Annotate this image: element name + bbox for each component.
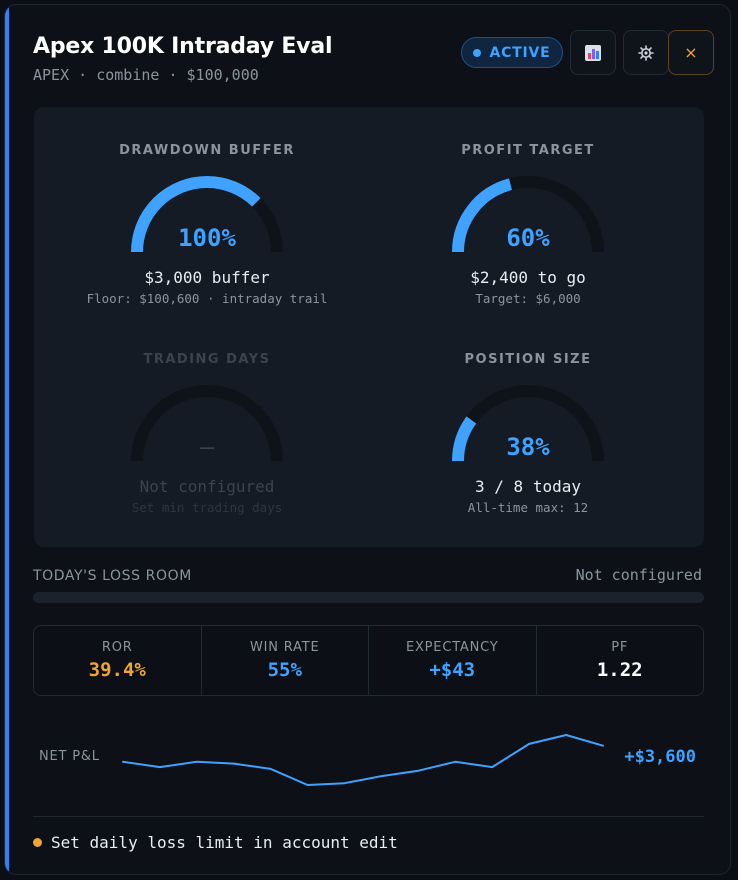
gauge-drawdown-buffer: DRAWDOWN BUFFER 100% $3,000 buffer Floor… bbox=[57, 143, 357, 306]
stat-win-rate: WIN RATE 55% bbox=[202, 626, 369, 695]
gauge-position-size: POSITION SIZE 38% 3 / 8 today All-time m… bbox=[378, 352, 678, 515]
gauge-fill bbox=[452, 176, 604, 253]
status-dot-icon bbox=[473, 48, 482, 57]
gauge-main-text: $2,400 to go bbox=[470, 268, 586, 287]
account-card: Apex 100K Intraday Eval APEX · combine ·… bbox=[4, 4, 731, 875]
close-icon: × bbox=[684, 43, 698, 62]
stat-label: EXPECTANCY bbox=[405, 640, 499, 655]
accent-bar bbox=[5, 5, 9, 874]
status-badge: ACTIVE bbox=[461, 37, 563, 68]
pnl-line bbox=[122, 734, 604, 786]
gauge-percent: – bbox=[199, 433, 215, 461]
gauge-arc bbox=[131, 385, 283, 462]
gear-icon bbox=[638, 44, 654, 61]
stats-row: ROR 39.4% WIN RATE 55% EXPECTANCY +$43 P… bbox=[33, 625, 704, 696]
gauge-sub-text: Target: $6,000 bbox=[475, 291, 581, 306]
net-pnl-value: +$3,600 bbox=[624, 747, 696, 767]
stat-expectancy: EXPECTANCY +$43 bbox=[369, 626, 537, 695]
status-badge-label: ACTIVE bbox=[489, 44, 551, 61]
bar-chart-icon bbox=[585, 44, 601, 61]
chart-button[interactable] bbox=[570, 30, 616, 75]
net-pnl-sparkline bbox=[122, 734, 604, 786]
gauge-sub-text: Set min trading days bbox=[131, 500, 283, 515]
stat-value: 55% bbox=[267, 659, 302, 681]
gauge-percent: 60% bbox=[506, 224, 550, 252]
hint-row: Set daily loss limit in account edit bbox=[33, 833, 398, 852]
stat-profit-factor: PF 1.22 bbox=[537, 626, 704, 695]
gauge-main-text: Not configured bbox=[139, 477, 275, 496]
divider bbox=[33, 816, 704, 817]
gauge-arc bbox=[452, 176, 604, 253]
account-subtitle: APEX · combine · $100,000 bbox=[33, 66, 259, 84]
loss-room-label: TODAY'S LOSS ROOM bbox=[33, 568, 192, 584]
gauge-percent: 100% bbox=[178, 224, 236, 252]
stat-value: 39.4% bbox=[88, 659, 146, 681]
gauges-panel: DRAWDOWN BUFFER 100% $3,000 buffer Floor… bbox=[34, 107, 704, 547]
loss-room-value: Not configured bbox=[575, 566, 702, 584]
gauge-arc bbox=[452, 385, 604, 462]
settings-button[interactable] bbox=[623, 30, 669, 75]
gauge-label: TRADING DAYS bbox=[143, 352, 271, 367]
warning-dot-icon bbox=[33, 838, 42, 847]
stat-label: WIN RATE bbox=[250, 640, 320, 655]
gauge-arc bbox=[131, 176, 283, 253]
gauge-label: DRAWDOWN BUFFER bbox=[119, 143, 295, 158]
gauge-main-text: $3,000 buffer bbox=[144, 268, 270, 287]
gauge-profit-target: PROFIT TARGET 60% $2,400 to go Target: $… bbox=[378, 143, 678, 306]
account-title: Apex 100K Intraday Eval bbox=[33, 34, 333, 59]
stat-label: ROR bbox=[101, 640, 133, 655]
close-button[interactable]: × bbox=[668, 30, 714, 75]
gauge-sub-text: Floor: $100,600 · intraday trail bbox=[86, 291, 328, 306]
gauge-percent: 38% bbox=[506, 433, 550, 461]
stat-value: +$43 bbox=[429, 659, 476, 681]
gauge-label: POSITION SIZE bbox=[464, 352, 592, 367]
hint-text: Set daily loss limit in account edit bbox=[51, 833, 398, 852]
gauge-main-text: 3 / 8 today bbox=[475, 477, 581, 496]
stat-value: 1.22 bbox=[596, 659, 643, 681]
net-pnl-label: NET P&L bbox=[39, 749, 100, 764]
gauge-fill bbox=[452, 385, 604, 462]
gauge-trading-days: TRADING DAYS – Not configured Set min tr… bbox=[57, 352, 357, 515]
loss-room-progress bbox=[33, 592, 704, 603]
stat-ror: ROR 39.4% bbox=[34, 626, 202, 695]
gauge-sub-text: All-time max: 12 bbox=[467, 500, 589, 515]
gauge-label: PROFIT TARGET bbox=[461, 143, 595, 158]
gauge-fill bbox=[131, 176, 283, 253]
stat-label: PF bbox=[611, 640, 629, 655]
